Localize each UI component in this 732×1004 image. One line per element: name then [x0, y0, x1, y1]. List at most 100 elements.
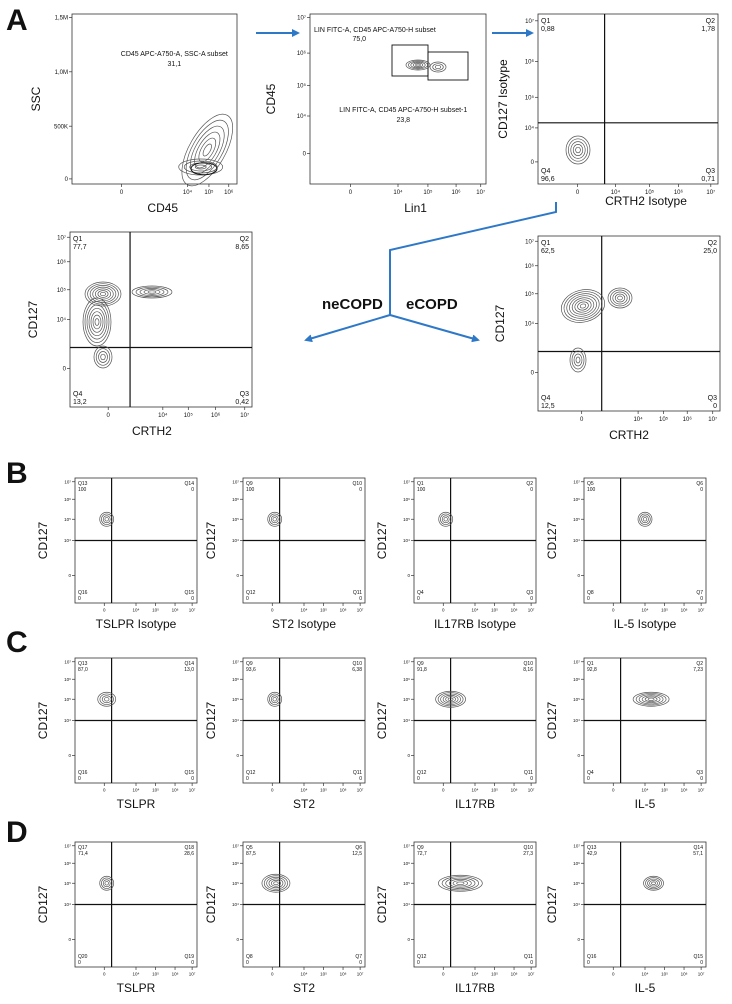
- plot-C-3-xtick-label: 10⁷: [528, 788, 535, 793]
- plot-B-1-xlabel: TSLPR Isotype: [96, 617, 177, 631]
- plot-D-3-xtick-label: 10⁵: [491, 972, 498, 977]
- plot-D-1-quadrant-value: 71,4: [78, 851, 88, 857]
- plot-B-3-contour: [443, 517, 448, 522]
- plot-lin-contour: [412, 62, 424, 68]
- plot-D-1-xtick-label: 10⁴: [133, 972, 140, 977]
- plot-D-3-quadrant-value: 72,7: [417, 851, 427, 857]
- plot-B-2: 10⁷ 10⁶ 10⁵ 10⁴ 0 0 10⁴ 10⁵ 10⁶ 10⁷ CD127 ST2 Isoty…: [204, 477, 366, 631]
- plot-eCOPD-cd127-vs-crth2: 10⁷ 10⁶ 10⁵ 10⁴ 0 0 10⁴ 10⁵ 10⁶ 10⁷ CD127 CRTH2 Q162…: [493, 235, 721, 442]
- plot-D-4-contour: [651, 881, 656, 885]
- plot-ne-quadrant-name: Q3: [240, 391, 249, 398]
- plot-ne-frame: [69, 231, 253, 408]
- plot-ne-contour: [84, 281, 122, 307]
- plot-e-contour: [607, 287, 633, 309]
- plot-B-1-quadrant-name: Q14: [185, 481, 195, 487]
- plot-C-4-ytick-label: 0: [577, 753, 580, 758]
- plot-ssc-contour: [194, 164, 207, 170]
- plot-ssc-ytick-label: 1,5M: [55, 16, 68, 22]
- plot-D-2: 10⁷ 10⁶ 10⁵ 10⁴ 0 0 10⁴ 10⁵ 10⁶ 10⁷ CD127 ST2 Q587,5…: [204, 841, 366, 995]
- plot-D-2-ytick-label: 10⁶: [232, 861, 239, 866]
- plot-ssc-xtick-label: 0: [120, 190, 124, 196]
- plot-D-2-xtick-label: 10⁴: [301, 972, 308, 977]
- plot-B-1-xtick-label: 10⁷: [189, 608, 196, 613]
- plot-B-4-quadrant-name: Q7: [696, 590, 703, 596]
- plot-C-3-quadrant-value: 0: [530, 776, 533, 782]
- plot-B-1-quadrant-name: Q13: [78, 481, 88, 487]
- plot-e-quadrant-name: Q1: [541, 240, 550, 247]
- plot-ne-contour: [97, 290, 109, 298]
- plot-C-2-ylabel: CD127: [204, 702, 218, 740]
- plot-C-4-xtick-label: 10⁵: [661, 788, 668, 793]
- plot-C-4-contour: [641, 695, 661, 704]
- plot-C-2-ytick-label: 10⁷: [232, 659, 239, 664]
- plot-iso-quadrant-value: 0,71: [701, 176, 715, 183]
- plot-C-1: 10⁷ 10⁶ 10⁵ 10⁴ 0 0 10⁴ 10⁵ 10⁶ 10⁷ CD127 TSLPR Q138…: [36, 657, 198, 811]
- plot-B-1-quadrant-value: 0: [78, 596, 81, 602]
- plot-iso-quadrant-name: Q4: [541, 168, 550, 175]
- plot-D-2-quadrant-value: 87,5: [246, 851, 256, 857]
- plot-D-2-xlabel: ST2: [293, 981, 315, 995]
- plot-C-1-ytick-label: 10⁷: [64, 659, 71, 664]
- plot-B-1-ytick-label: 10⁴: [64, 538, 71, 543]
- plot-lin-ytick-label: 10⁵: [297, 83, 307, 90]
- plot-ne-contour: [143, 289, 161, 295]
- plot-D-1-quadrant-value: 0: [78, 960, 81, 966]
- plot-D-3-quadrant-name: Q10: [524, 845, 534, 851]
- plot-ne-quadrant-name: Q4: [73, 391, 82, 398]
- plot-B-1-quadrant-value: 0: [191, 487, 194, 493]
- plot-C-1-quadrant-value: 13,0: [184, 667, 194, 673]
- plot-C-3-quadrant-name: Q11: [524, 770, 533, 776]
- plot-lin-contour: [415, 63, 421, 67]
- plot-D-4-quadrant-value: 42,9: [587, 851, 597, 857]
- plot-D-3-ylabel: CD127: [375, 886, 389, 924]
- plot-B-3-quadrant-value: 0: [417, 596, 420, 602]
- plot-lin-xtick-label: 10⁶: [452, 189, 462, 196]
- plot-ne-xlabel: CRTH2: [132, 424, 172, 438]
- plot-iso-contour: [565, 135, 591, 165]
- plot-e-contour: [614, 293, 626, 303]
- plot-B-1-contour: [101, 513, 113, 525]
- plot-e-ytick-label: 0: [531, 371, 535, 377]
- plot-ne-quadrant-name: Q1: [73, 236, 82, 243]
- plot-D-2-contour: [273, 881, 279, 886]
- plot-lin-xtick-label: 10⁴: [393, 189, 403, 196]
- plot-D-4-ytick-label: 10⁴: [573, 902, 580, 907]
- arrow-isotype-to-split: [389, 202, 557, 315]
- plot-C-3-quadrant-value: 91,8: [417, 667, 427, 673]
- plot-ssc-ytick-label: 500K: [54, 124, 68, 130]
- plot-e-contour: [574, 299, 592, 313]
- plot-ne-contour: [139, 288, 165, 296]
- plot-D-2-quadrant-value: 0: [246, 960, 249, 966]
- plot-D-1-ytick-label: 10⁶: [64, 861, 71, 866]
- plot-D-4-quadrant-name: Q14: [694, 845, 704, 851]
- plot-D-3-ytick-label: 10⁶: [403, 861, 410, 866]
- plot-C-3-quadrant-name: Q12: [417, 770, 427, 776]
- plot-e-contour: [566, 293, 600, 319]
- plot-ne-ytick-label: 10⁷: [57, 234, 66, 241]
- plot-B-1-ytick-label: 10⁵: [64, 517, 71, 522]
- plot-C-4: 10⁷ 10⁶ 10⁵ 10⁴ 0 0 10⁴ 10⁵ 10⁶ 10⁷ CD127 IL-5 Q192,…: [545, 657, 707, 811]
- plot-B-4-contour: [641, 515, 649, 524]
- plot-e-xtick-label: 10⁵: [659, 416, 669, 423]
- plot-B-3-ytick-label: 10⁶: [403, 497, 410, 502]
- plot-B-1-contour: [99, 511, 115, 527]
- plot-B-3-xtick-label: 10⁷: [528, 608, 535, 613]
- plot-D-1-quadrant-value: 0: [191, 960, 194, 966]
- plot-C-3-quadrant-value: 0: [417, 776, 420, 782]
- plot-D-1-xtick-label: 10⁶: [172, 972, 179, 977]
- plot-C-1-xlabel: TSLPR: [117, 797, 156, 811]
- plot-iso-quadrant-value: 96,6: [541, 176, 555, 183]
- plot-C-2-ytick-label: 10⁵: [232, 697, 239, 702]
- plot-e-contour: [560, 289, 606, 323]
- plot-ssc-contour: [185, 119, 229, 181]
- plot-C-4-ytick-label: 10⁷: [573, 659, 580, 664]
- plot-iso-quadrant-name: Q2: [706, 18, 715, 25]
- plot-C-1-ytick-label: 0: [68, 753, 71, 758]
- plot-D-4-quadrant-name: Q16: [587, 954, 597, 960]
- plot-ssc-contour: [190, 125, 225, 175]
- plot-ne-contour: [100, 291, 106, 297]
- plot-ne-quadrant-value: 77,7: [73, 244, 87, 251]
- plot-ssc-ytick-label: 0: [65, 177, 69, 183]
- plot-ne-contour: [86, 304, 108, 340]
- plot-D-3-ytick-label: 10⁴: [403, 902, 410, 907]
